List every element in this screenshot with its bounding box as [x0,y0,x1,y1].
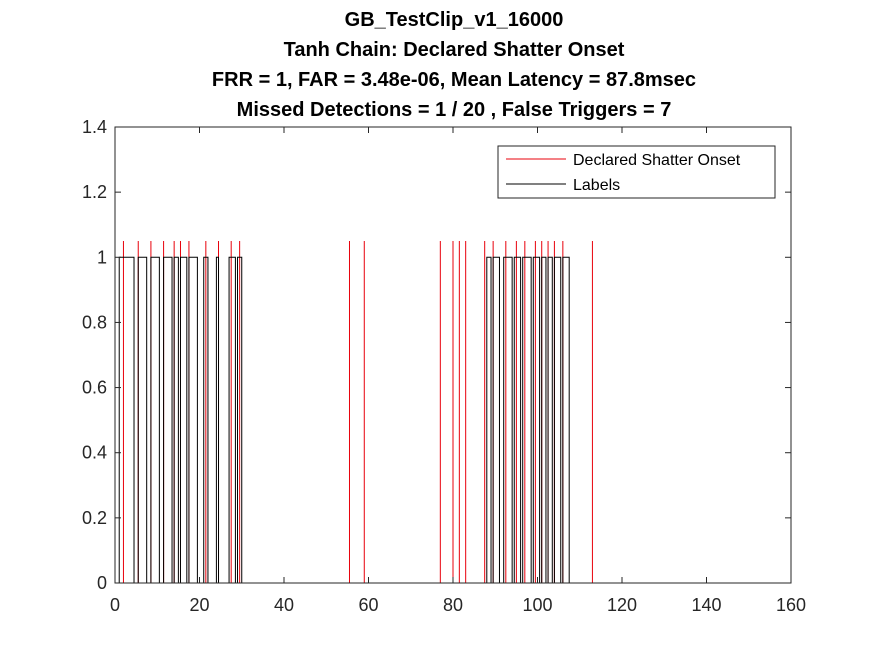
legend-box [497,145,776,199]
chart-title: GB_TestClip_v1_16000 Tanh Chain: Declare… [212,9,696,121]
y-tick-label: 1.4 [82,117,107,137]
y-tick-label: 1 [97,247,107,267]
series-labels [115,256,758,584]
y-tick-label: 0.8 [82,312,107,332]
y-tick-label: 0.6 [82,378,107,398]
x-axis: 0 20 40 60 80 100 120 140 160 [110,127,806,615]
title-line-2: Tanh Chain: Declared Shatter Onset [284,39,625,61]
title-line-1: GB_TestClip_v1_16000 [345,9,564,31]
y-tick-label: 0 [97,573,107,593]
x-tick-label: 40 [274,595,294,615]
labels-line [115,256,758,584]
y-axis: 0 0.2 0.4 0.6 0.8 1 1.2 1.4 [82,117,791,593]
x-tick-label: 20 [189,595,209,615]
x-tick-label: 160 [776,595,806,615]
title-line-3: FRR = 1, FAR = 3.48e-06, Mean Latency = … [212,69,696,91]
legend-label-labels: Labels [573,177,620,194]
y-tick-label: 1.2 [82,182,107,202]
x-tick-label: 120 [607,595,637,615]
x-tick-label: 100 [522,595,552,615]
x-tick-label: 80 [443,595,463,615]
x-tick-label: 140 [691,595,721,615]
y-tick-label: 0.4 [82,443,107,463]
x-tick-label: 0 [110,595,120,615]
legend-label-declared: Declared Shatter Onset [573,152,741,169]
plot-area [115,241,758,584]
y-tick-label: 0.2 [82,508,107,528]
x-tick-label: 60 [358,595,378,615]
series-declared-shatter-onset [122,241,593,583]
title-line-4: Missed Detections = 1 / 20 , False Trigg… [237,99,672,121]
legend: Declared Shatter Onset Labels [497,145,776,199]
